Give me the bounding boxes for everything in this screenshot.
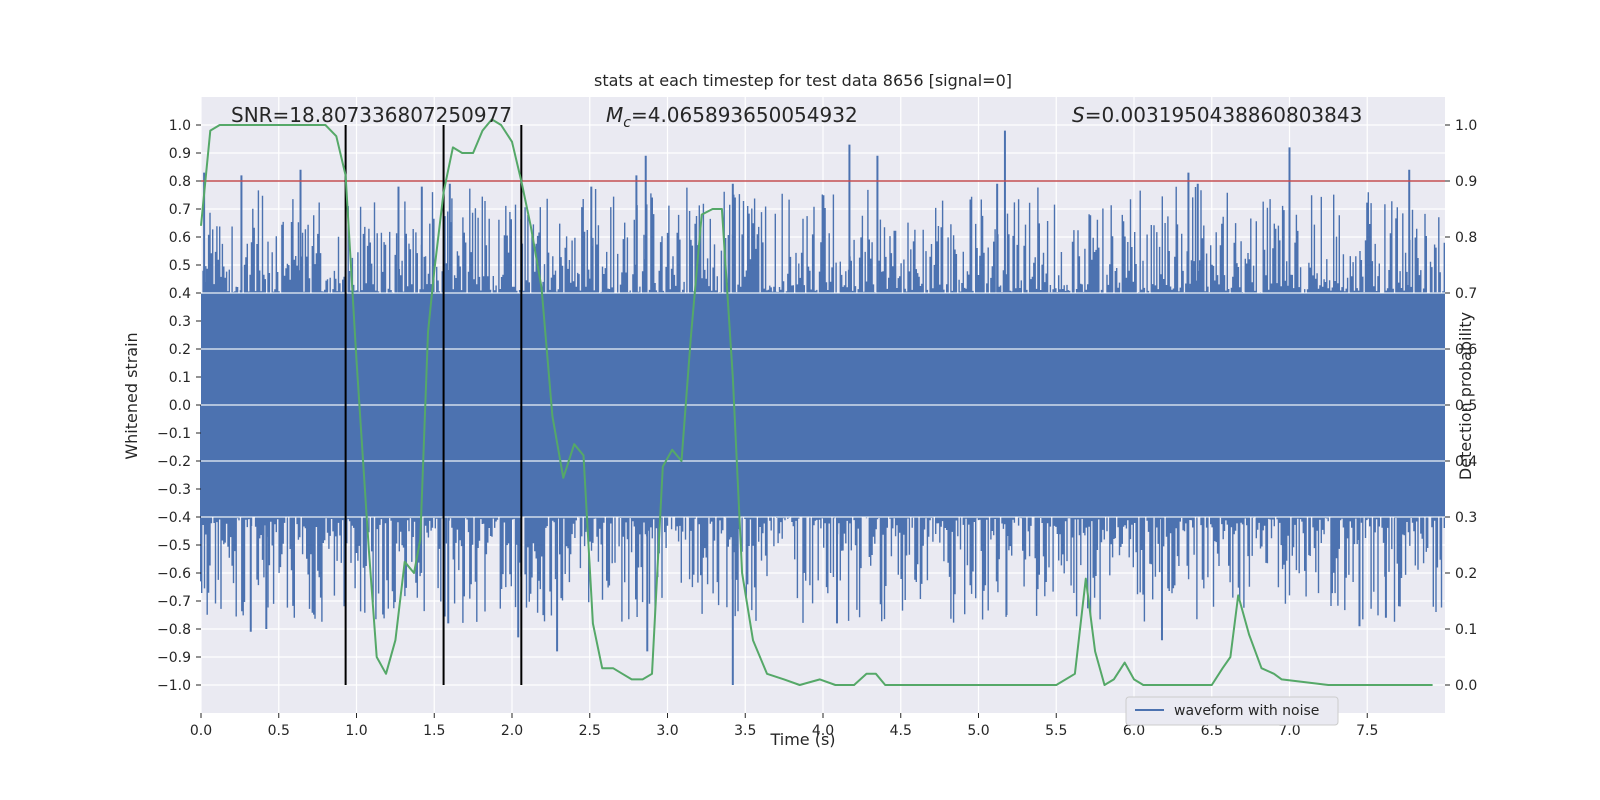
legend: waveform with noise <box>1125 696 1339 726</box>
x-tick-label: 4.5 <box>890 723 912 739</box>
chirp-mass-subscript: c <box>623 115 631 131</box>
x-tick-label: 7.0 <box>1278 723 1300 739</box>
y-left-tick-label: −0.1 <box>157 426 191 442</box>
y-left-tick-label: 0.4 <box>169 286 191 302</box>
y-left-tick-label: 0.1 <box>169 370 191 386</box>
y-right-tick-label: 0.8 <box>1455 230 1477 246</box>
y-left-tick-label: −0.3 <box>157 482 191 498</box>
s-value: =0.0031950438860803843 <box>1085 103 1363 127</box>
y-left-tick-label: 0.7 <box>169 202 191 218</box>
y-right-tick-label: 0.9 <box>1455 174 1477 190</box>
x-tick-label: 1.5 <box>423 723 445 739</box>
legend-label: waveform with noise <box>1174 703 1319 719</box>
y-left-tick-label: 1.0 <box>169 118 191 134</box>
y-left-tick-label: 0.6 <box>169 230 191 246</box>
y-left-tick-label: −0.7 <box>157 594 191 610</box>
x-tick-label: 7.5 <box>1356 723 1378 739</box>
chart-title: stats at each timestep for test data 865… <box>594 71 1012 90</box>
s-symbol: S <box>1072 103 1085 127</box>
s-annotation: S=0.0031950438860803843 <box>1072 103 1362 127</box>
y-left-tick-label: −0.5 <box>157 538 191 554</box>
legend-box <box>1125 696 1339 726</box>
y-right-tick-label: 0.4 <box>1455 454 1477 470</box>
y-left-tick-label: −0.4 <box>157 510 191 526</box>
y-left-tick-label: 0.3 <box>169 314 191 330</box>
y-left-tick-label: 0.0 <box>169 398 191 414</box>
x-tick-label: 0.0 <box>190 723 212 739</box>
y-left-tick-label: −0.6 <box>157 566 191 582</box>
y-right-tick-label: 0.3 <box>1455 510 1477 526</box>
y-left-tick-label: −1.0 <box>157 678 191 694</box>
x-tick-label: 5.5 <box>1045 723 1067 739</box>
x-tick-label: 6.5 <box>1201 723 1223 739</box>
x-tick-label: 4.0 <box>812 723 834 739</box>
x-tick-label: 1.0 <box>345 723 367 739</box>
y-ticks-right: 0.0 0.1 0.2 0.3 0.4 0.5 0.6 0.7 0.8 0.9 1.0 <box>1445 118 1477 694</box>
y-left-tick-label: 0.5 <box>169 258 191 274</box>
x-axis-label: Time (s) <box>769 730 835 749</box>
y-right-tick-label: 0.2 <box>1455 566 1477 582</box>
x-tick-label: 2.0 <box>501 723 523 739</box>
x-tick-label: 6.0 <box>1123 723 1145 739</box>
y-right-tick-label: 0.0 <box>1455 678 1477 694</box>
y-right-tick-label: 0.6 <box>1455 342 1477 358</box>
chirp-mass-symbol: M <box>606 103 623 127</box>
probability-line <box>200 118 1433 686</box>
x-tick-label: 3.0 <box>656 723 678 739</box>
waveform-series <box>200 130 1445 685</box>
x-tick-label: 2.5 <box>579 723 601 739</box>
snr-annotation: SNR=18.807336807250977 <box>231 103 512 127</box>
x-tick-label: 3.5 <box>734 723 756 739</box>
y-left-tick-label: 0.9 <box>169 146 191 162</box>
x-tick-label: 0.5 <box>268 723 290 739</box>
y-axis-label-left: Whitened strain <box>122 332 141 459</box>
y-left-tick-label: −0.8 <box>157 622 191 638</box>
y-left-tick-label: 0.8 <box>169 174 191 190</box>
probability-series <box>200 118 1433 686</box>
chirp-mass-annotation: Mc=4.065893650054932 <box>606 103 858 131</box>
y-right-tick-label: 0.7 <box>1455 286 1477 302</box>
y-left-tick-label: −0.9 <box>157 650 191 666</box>
chirp-mass-value: =4.065893650054932 <box>631 103 858 127</box>
x-ticks: 0.0 0.5 1.0 1.5 2.0 2.5 3.0 3.5 4.0 4.5 5.0 5.5 6.0 6… <box>190 713 1378 739</box>
y-left-tick-label: −0.2 <box>157 454 191 470</box>
y-ticks-left: −1.0 −0.9 −0.8 −0.7 −0.6 −0.5 −0.4 −0.3 −0.2 −0.1… <box>157 118 201 694</box>
y-axis-label-right: Detection probability <box>1456 312 1475 480</box>
y-left-tick-label: 0.2 <box>169 342 191 358</box>
x-tick-label: 5.0 <box>967 723 989 739</box>
y-right-tick-label: 0.5 <box>1455 398 1477 414</box>
y-right-tick-label: 0.1 <box>1455 622 1477 638</box>
vertical-lines <box>344 125 523 685</box>
y-right-tick-label: 1.0 <box>1455 118 1477 134</box>
